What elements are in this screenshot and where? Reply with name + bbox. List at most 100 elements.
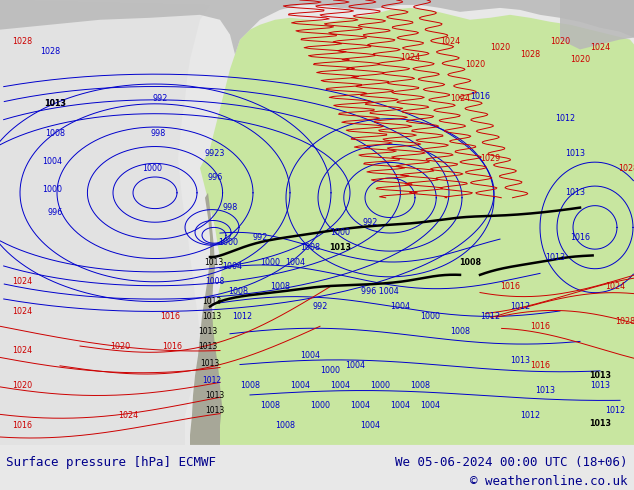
Text: 1008: 1008	[450, 327, 470, 336]
Text: 1024: 1024	[440, 37, 460, 46]
Text: 1004: 1004	[390, 401, 410, 410]
Text: 1008: 1008	[410, 381, 430, 390]
Text: 996 1004: 996 1004	[361, 287, 399, 296]
Text: 1012: 1012	[232, 312, 252, 321]
Text: 1013: 1013	[45, 99, 65, 108]
Text: 1013: 1013	[198, 327, 217, 336]
Text: 1000: 1000	[420, 312, 440, 321]
Text: 1028: 1028	[615, 317, 634, 326]
Text: 1000: 1000	[142, 164, 162, 172]
Text: 992: 992	[362, 218, 378, 227]
Text: 1020: 1020	[110, 342, 130, 350]
Text: 1012: 1012	[480, 312, 500, 321]
Text: 1013: 1013	[545, 252, 565, 262]
Text: 1013: 1013	[589, 418, 611, 428]
Text: 1024: 1024	[118, 411, 138, 420]
Text: 1008: 1008	[240, 381, 260, 390]
Text: 1012: 1012	[605, 406, 625, 415]
Text: 1013: 1013	[590, 381, 610, 390]
Text: 1008: 1008	[45, 129, 65, 138]
Text: 1000: 1000	[260, 258, 280, 267]
Text: 1024: 1024	[12, 307, 32, 316]
Text: 1013: 1013	[205, 391, 224, 400]
Polygon shape	[200, 8, 634, 445]
Text: 1008: 1008	[300, 243, 320, 252]
Text: 1012: 1012	[520, 411, 540, 420]
Text: 9923: 9923	[205, 149, 225, 158]
Text: 996: 996	[207, 173, 223, 182]
Text: 1000: 1000	[42, 185, 62, 195]
Text: 1024: 1024	[605, 282, 625, 291]
Text: 1004: 1004	[222, 263, 242, 271]
Text: 1000: 1000	[320, 366, 340, 375]
Text: 1012: 1012	[510, 302, 530, 311]
Text: We 05-06-2024 00:00 UTC (18+06): We 05-06-2024 00:00 UTC (18+06)	[395, 456, 628, 468]
Text: 1016: 1016	[500, 282, 520, 291]
Text: 1024: 1024	[12, 346, 32, 355]
Text: 992: 992	[252, 233, 268, 242]
Text: 1013: 1013	[205, 406, 224, 415]
Text: 1028: 1028	[520, 50, 540, 59]
Text: 1013: 1013	[589, 371, 611, 380]
Text: 1004: 1004	[285, 258, 305, 267]
Text: 1013: 1013	[44, 99, 66, 108]
Text: 1008: 1008	[228, 287, 248, 296]
Text: 992: 992	[152, 95, 167, 103]
Text: 1020: 1020	[490, 43, 510, 52]
Text: 1004: 1004	[345, 361, 365, 370]
Text: 1004: 1004	[300, 351, 320, 361]
Polygon shape	[0, 0, 210, 445]
Text: 1004: 1004	[350, 401, 370, 410]
Text: 1016: 1016	[162, 342, 182, 350]
Text: 1004: 1004	[330, 381, 350, 390]
Text: 1024: 1024	[12, 277, 32, 286]
Text: 992: 992	[313, 302, 328, 311]
Text: 1028: 1028	[12, 37, 32, 46]
Text: 1028: 1028	[618, 164, 634, 172]
Text: 1013: 1013	[200, 359, 219, 368]
Text: 1013: 1013	[510, 356, 530, 366]
Text: 1013: 1013	[329, 243, 351, 252]
Text: 996: 996	[48, 208, 63, 217]
Text: 1024: 1024	[400, 53, 420, 62]
Text: 1020: 1020	[465, 60, 485, 69]
Polygon shape	[0, 0, 634, 54]
Text: 1028: 1028	[40, 47, 60, 56]
Text: 1008: 1008	[205, 277, 224, 286]
Text: 1024: 1024	[450, 95, 470, 103]
Text: 1013: 1013	[204, 258, 224, 267]
Text: 1000: 1000	[218, 238, 238, 247]
Text: 1013: 1013	[535, 386, 555, 395]
Text: 1004: 1004	[42, 157, 62, 166]
Text: 1016: 1016	[470, 93, 490, 101]
Polygon shape	[560, 0, 634, 49]
Text: 1004: 1004	[390, 302, 410, 311]
Text: 1008: 1008	[275, 420, 295, 430]
Text: 1004: 1004	[290, 381, 310, 390]
Text: 1013: 1013	[565, 149, 585, 158]
Text: 998: 998	[150, 129, 165, 138]
Text: 1000: 1000	[370, 381, 390, 390]
Text: 1016: 1016	[12, 420, 32, 430]
Text: 1000: 1000	[330, 228, 350, 237]
Text: 1029: 1029	[480, 154, 500, 163]
Text: 1013: 1013	[202, 297, 222, 306]
Text: 1016: 1016	[160, 312, 180, 321]
Text: Surface pressure [hPa] ECMWF: Surface pressure [hPa] ECMWF	[6, 456, 216, 468]
Text: 1000: 1000	[310, 401, 330, 410]
Text: 1008: 1008	[260, 401, 280, 410]
Text: 1012: 1012	[202, 376, 221, 385]
Text: 998: 998	[223, 203, 238, 212]
Text: 1016: 1016	[530, 322, 550, 331]
Text: 1016: 1016	[530, 361, 550, 370]
Text: 1004: 1004	[360, 420, 380, 430]
Text: 1004: 1004	[420, 401, 440, 410]
Text: 1008: 1008	[270, 282, 290, 291]
Text: 1013: 1013	[202, 312, 222, 321]
Text: 1024: 1024	[590, 43, 610, 52]
Text: 1020: 1020	[570, 55, 590, 64]
Text: 1008: 1008	[459, 258, 481, 267]
Polygon shape	[190, 193, 222, 445]
Text: 1020: 1020	[12, 381, 32, 390]
Text: © weatheronline.co.uk: © weatheronline.co.uk	[470, 475, 628, 489]
